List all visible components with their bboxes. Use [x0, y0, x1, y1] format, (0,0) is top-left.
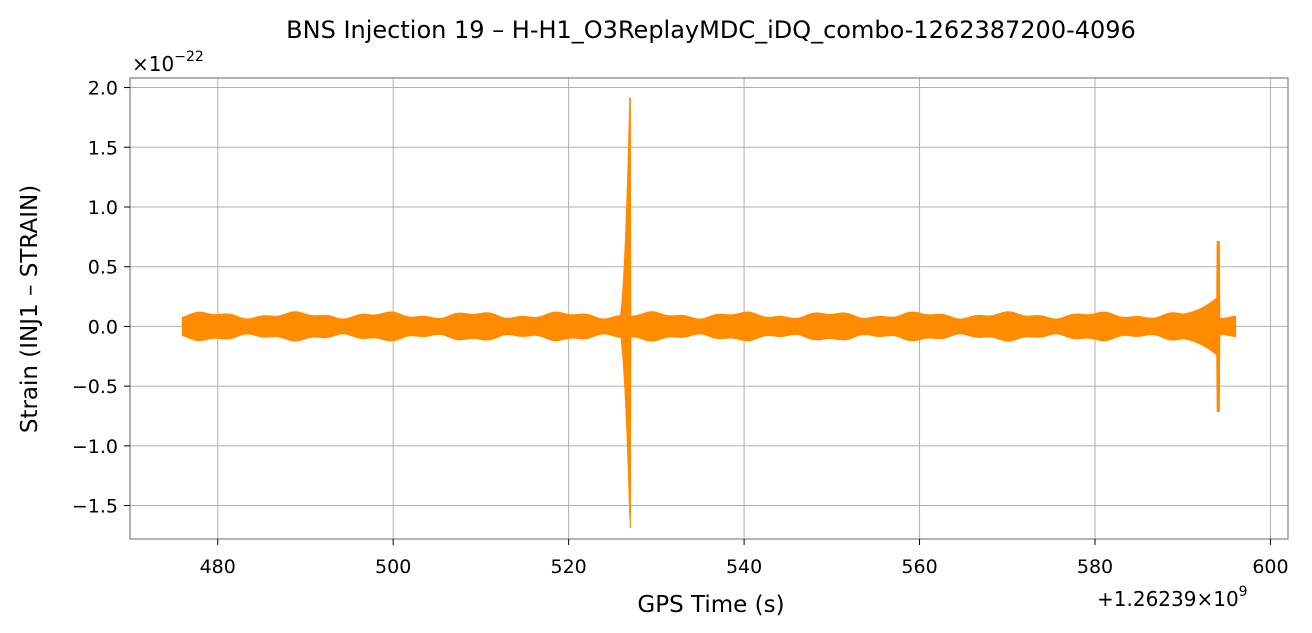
- y-tick-label: 1.0: [88, 197, 118, 219]
- y-tick-label: −1.0: [72, 436, 118, 458]
- y-tick-label: 0.0: [88, 316, 118, 338]
- chart-title: BNS Injection 19 – H-H1_O3ReplayMDC_iDQ_…: [286, 16, 1136, 44]
- x-tick-label: 600: [1252, 556, 1288, 578]
- y-multiplier: ×10−22: [132, 49, 204, 76]
- y-tick-label: 2.0: [88, 78, 118, 100]
- x-offset-exponent: 9: [1239, 584, 1248, 600]
- y-tick-label: 0.5: [88, 257, 118, 279]
- x-axis-ticks: 480 500 520 540 560 580 600: [200, 539, 1289, 578]
- x-offset-base: +1.26239×10: [1097, 587, 1239, 611]
- y-tick-label: 1.5: [88, 137, 118, 159]
- y-multiplier-base: ×10: [132, 52, 174, 76]
- plot-area: [181, 97, 1237, 528]
- series-strain-line: [182, 98, 1236, 528]
- plot-frame: [129, 77, 1289, 540]
- y-tick-label: −0.5: [72, 376, 118, 398]
- x-tick-label: 540: [726, 556, 762, 578]
- x-tick-label: 520: [551, 556, 587, 578]
- y-axis-ticks: −1.5 −1.0 −0.5 0.0 0.5 1.0 1.5 2.0: [72, 78, 130, 518]
- y-axis-label: Strain (INJ1 – STRAIN): [17, 185, 43, 433]
- y-multiplier-exponent: −22: [174, 49, 204, 65]
- y-tick-label: −1.5: [72, 496, 118, 518]
- x-tick-label: 480: [200, 556, 236, 578]
- x-offset: +1.26239×109: [1097, 584, 1248, 611]
- x-tick-label: 580: [1077, 556, 1113, 578]
- x-tick-label: 500: [375, 556, 411, 578]
- x-tick-label: 560: [901, 556, 937, 578]
- x-axis-label: GPS Time (s): [637, 592, 784, 618]
